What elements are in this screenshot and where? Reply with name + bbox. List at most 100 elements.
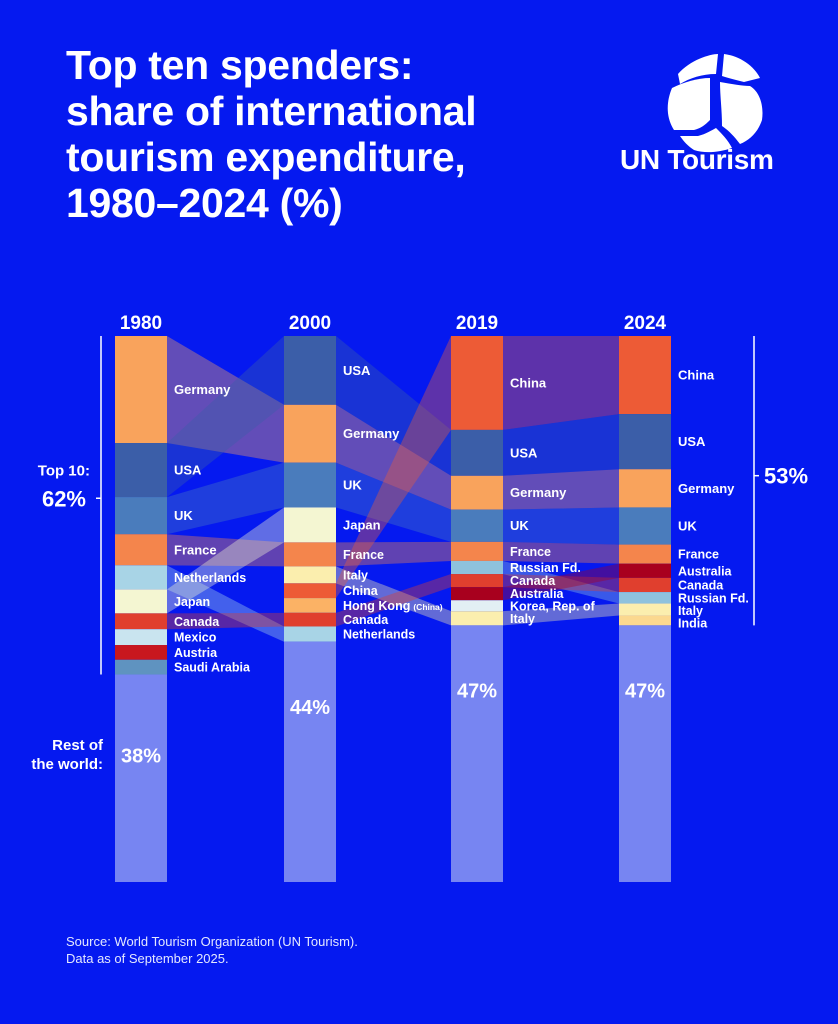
source-note: Source: World Tourism Organization (UN T… xyxy=(66,933,358,967)
label-text: Saudi Arabia xyxy=(174,661,251,675)
segment-label-france: France xyxy=(510,545,551,559)
flow-france xyxy=(167,534,284,567)
label-text: UK xyxy=(343,478,362,493)
flow-canada xyxy=(167,612,284,630)
segment-label-canada: Canada xyxy=(343,613,389,627)
label-text: Italy xyxy=(510,612,535,626)
segment-label-china: China xyxy=(510,375,547,390)
label-text: UK xyxy=(510,518,529,533)
flow-japan xyxy=(167,507,284,614)
segment-label-france: France xyxy=(343,548,384,562)
segment-label-germany: Germany xyxy=(510,485,567,500)
bar-segment-rest-of-world xyxy=(115,674,167,882)
bar-segment-italy xyxy=(619,603,671,616)
bar-segment-australia xyxy=(451,587,503,601)
segment-label-uk: UK xyxy=(678,519,697,534)
title-line: tourism expenditure, xyxy=(66,134,466,180)
label-text: France xyxy=(343,548,384,562)
label-text: France xyxy=(174,542,217,557)
segment-label-italy: Italy xyxy=(510,612,535,626)
label-text: Australia xyxy=(510,587,565,601)
bar-segment-uk xyxy=(619,507,671,545)
bar-segment-italy xyxy=(284,566,336,584)
bar-segment-germany xyxy=(451,475,503,510)
flow-germany xyxy=(167,336,284,463)
segment-label-india: India xyxy=(678,616,708,630)
bar-segment-canada xyxy=(619,577,671,593)
source-line: Source: World Tourism Organization (UN T… xyxy=(66,934,358,949)
segment-label-italy: Italy xyxy=(343,568,368,582)
label-text: Russian Fd. xyxy=(510,561,581,575)
segment-label-australia: Australia xyxy=(510,587,565,601)
title-line: 1980–2024 (%) xyxy=(66,180,343,226)
segment-label-japan: Japan xyxy=(343,517,381,532)
label-text: Italy xyxy=(343,568,368,582)
bar-segment-france xyxy=(619,544,671,564)
bar-segment-russian-fd xyxy=(619,592,671,604)
segment-label-netherlands: Netherlands xyxy=(174,571,246,585)
segment-label-uk: UK xyxy=(343,478,362,493)
segment-label-usa: USA xyxy=(343,363,371,378)
bar-segment-india xyxy=(619,615,671,626)
segment-label-netherlands: Netherlands xyxy=(343,628,415,642)
year-label: 2000 xyxy=(289,313,331,334)
bar-segment-canada xyxy=(451,574,503,588)
label-text: USA xyxy=(678,434,706,449)
rest-of-world-value: 47% xyxy=(625,680,665,702)
bar-segment-china xyxy=(619,336,671,415)
year-label: 2024 xyxy=(624,313,667,334)
bar-segment-japan xyxy=(115,589,167,614)
flow-italy xyxy=(336,566,451,626)
label-text: UK xyxy=(174,508,193,523)
label-text: USA xyxy=(510,445,538,460)
flow-germany xyxy=(336,404,451,510)
flow-ribbons xyxy=(167,336,619,642)
label-text: Japan xyxy=(343,517,381,532)
bar-segment-uk xyxy=(451,509,503,542)
segment-label-germany: Germany xyxy=(343,426,400,441)
bar-segment-rest-of-world xyxy=(619,625,671,882)
rest-of-world-label: Rest of xyxy=(52,737,104,754)
label-suffix: (China) xyxy=(413,602,442,612)
label-text: Canada xyxy=(678,578,724,592)
bar-segment-rest-of-world xyxy=(451,625,503,882)
segment-label-canada: Canada xyxy=(174,615,220,629)
segment-labels: 38% Germany USA UK France Netherlands Japan Can… xyxy=(121,363,749,768)
bar-segment-france xyxy=(284,542,336,567)
annotations: Top 10: 62% 53% Rest of the world: xyxy=(31,336,808,773)
flow-russian-fd xyxy=(503,560,619,604)
bar-segment-usa xyxy=(619,414,671,470)
rest-of-world-value: 38% xyxy=(121,746,161,768)
bars xyxy=(115,336,671,882)
bar-segment-uk xyxy=(115,497,167,535)
segment-label-germany: Germany xyxy=(174,382,231,397)
flow-canada xyxy=(503,574,619,593)
label-text: Canada xyxy=(510,574,556,588)
label-text: Canada xyxy=(343,613,389,627)
segment-label-usa: USA xyxy=(174,463,202,478)
flow-canada xyxy=(336,574,451,627)
label-text: China xyxy=(510,375,547,390)
segment-label-italy: Italy xyxy=(678,604,703,618)
bar-segment-russian-fd xyxy=(451,560,503,575)
bar-segment-china xyxy=(451,336,503,430)
label-text: UK xyxy=(678,519,697,534)
year-label: 2019 xyxy=(456,313,498,334)
label-text: China xyxy=(678,368,715,383)
bar-segment-mexico xyxy=(115,629,167,646)
segment-label-australia: Australia xyxy=(678,564,733,578)
segment-label-russian-fd: Russian Fd. xyxy=(510,561,581,575)
segment-label-france: France xyxy=(678,548,719,562)
bar-segment-rest-of-world xyxy=(284,641,336,882)
bar-segment-china xyxy=(284,583,336,599)
bar-segment-france xyxy=(115,534,167,566)
top10-value-1980: 62% xyxy=(42,486,86,511)
top10-value-2024: 53% xyxy=(764,464,808,489)
bar-segment-hong-kong xyxy=(284,598,336,613)
segment-label-saudi-arabia: Saudi Arabia xyxy=(174,661,251,675)
label-text: Mexico xyxy=(174,631,217,645)
bar-segment-germany xyxy=(619,469,671,508)
bar-segment-saudi-arabia xyxy=(115,659,167,675)
flow-usa xyxy=(336,336,451,476)
